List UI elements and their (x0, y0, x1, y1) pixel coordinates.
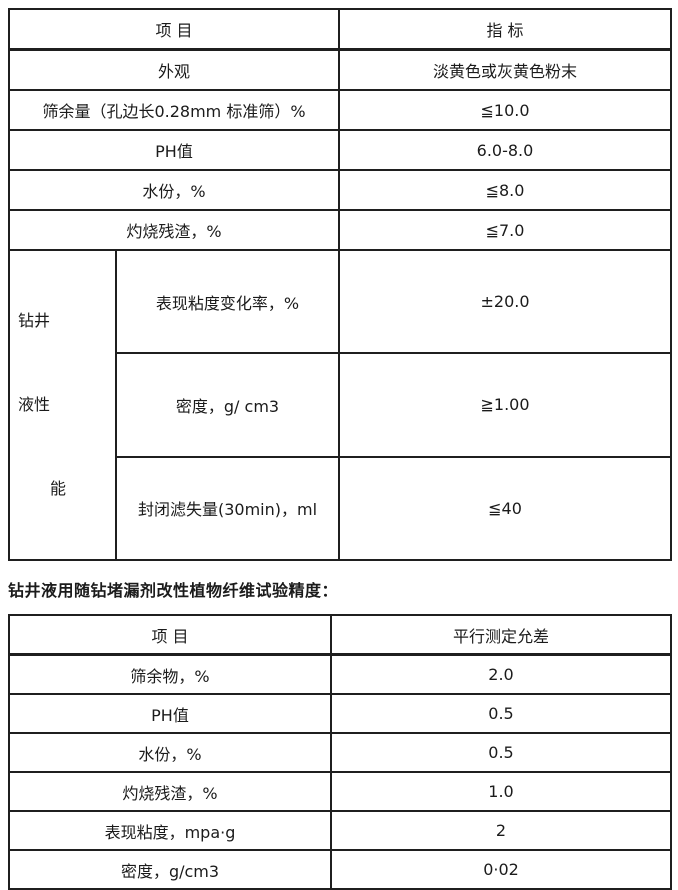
spec-item-density: 密度，g/ cm3 (115, 352, 340, 458)
spec-header-value: 指 标 (338, 8, 672, 51)
group-label-line: 钻井 (18, 311, 51, 330)
spec-value-sieve-residue: ≦10.0 (338, 89, 672, 131)
spec-item-appearance: 外观 (8, 48, 340, 91)
table-row: 灼烧残渣，% 1.0 (8, 771, 672, 812)
spec-item-sealing-filtration: 封闭滤失量(30min)，ml (115, 455, 340, 562)
spec-value-moisture: ≦8.0 (338, 169, 672, 211)
group-label-line: 能 (18, 479, 67, 498)
spec-value-density: ≧1.00 (338, 352, 672, 458)
spec-header-item: 项 目 (8, 8, 340, 51)
table-row: 表现粘度，mpa·g 2 (8, 810, 672, 851)
precision-item-ignition-residue: 灼烧残渣，% (8, 771, 332, 812)
precision-item-moisture: 水份，% (8, 732, 332, 773)
spec-item-viscosity-change: 表现粘度变化率，% (115, 248, 340, 355)
spec-value-ph: 6.0-8.0 (338, 129, 672, 171)
spec-item-moisture: 水份，% (8, 169, 340, 211)
precision-item-ph: PH值 (8, 693, 332, 734)
table-row: 外观 淡黄色或灰黄色粉末 (8, 48, 672, 91)
precision-header-item: 项 目 (8, 614, 332, 656)
table-row: 封闭滤失量(30min)，ml ≦40 (9, 455, 672, 562)
precision-header-value: 平行测定允差 (330, 614, 672, 656)
spec-item-ignition-residue: 灼烧残渣，% (8, 209, 340, 251)
precision-table-caption: 钻井液用随钻堵漏剂改性植物纤维试验精度： (8, 581, 339, 600)
group-label-line: 液性 (18, 395, 51, 414)
spec-value-ignition-residue: ≦7.0 (338, 209, 672, 251)
precision-item-sieve-residue: 筛余物，% (8, 653, 332, 695)
precision-item-apparent-viscosity: 表现粘度，mpa·g (8, 810, 332, 851)
precision-table-header-row: 项 目 平行测定允差 (8, 614, 672, 656)
table-row: 密度，g/cm3 0·02 (8, 849, 672, 890)
spec-item-ph: PH值 (8, 129, 340, 171)
spec-value-viscosity-change: ±20.0 (338, 248, 672, 355)
table-row: 钻井 液性 能 表现粘度变化率，% ±20.0 (8, 248, 672, 561)
precision-value-moisture: 0.5 (330, 732, 672, 773)
precision-item-density: 密度，g/cm3 (8, 849, 332, 890)
table-row: PH值 6.0-8.0 (8, 129, 672, 171)
precision-value-ignition-residue: 1.0 (330, 771, 672, 812)
precision-table: 项 目 平行测定允差 筛余物，% 2.0 PH值 0.5 水份，% 0.5 灼烧… (8, 614, 672, 890)
table-row: 水份，% 0.5 (8, 732, 672, 773)
spec-table: 项 目 指 标 外观 淡黄色或灰黄色粉末 筛余量（孔边长0.28mm 标准筛）%… (8, 8, 672, 562)
spec-item-sieve-residue: 筛余量（孔边长0.28mm 标准筛）% (8, 89, 340, 131)
table-row: 灼烧残渣，% ≦7.0 (8, 209, 672, 251)
precision-value-sieve-residue: 2.0 (330, 653, 672, 695)
spec-value-sealing-filtration: ≦40 (338, 455, 672, 562)
precision-value-apparent-viscosity: 2 (330, 810, 672, 851)
table-row: 筛余物，% 2.0 (8, 653, 672, 695)
table-row: PH值 0.5 (8, 693, 672, 734)
table-row: 密度，g/ cm3 ≧1.00 (9, 352, 672, 458)
spec-value-appearance: 淡黄色或灰黄色粉末 (338, 48, 672, 91)
spec-table-header-row: 项 目 指 标 (8, 8, 672, 51)
precision-value-density: 0·02 (330, 849, 672, 890)
precision-value-ph: 0.5 (330, 693, 672, 734)
table-row: 筛余量（孔边长0.28mm 标准筛）% ≦10.0 (8, 89, 672, 131)
spec-group-label-drilling-fluid-performance: 钻井 液性 能 (8, 249, 117, 561)
table-row: 水份，% ≦8.0 (8, 169, 672, 211)
